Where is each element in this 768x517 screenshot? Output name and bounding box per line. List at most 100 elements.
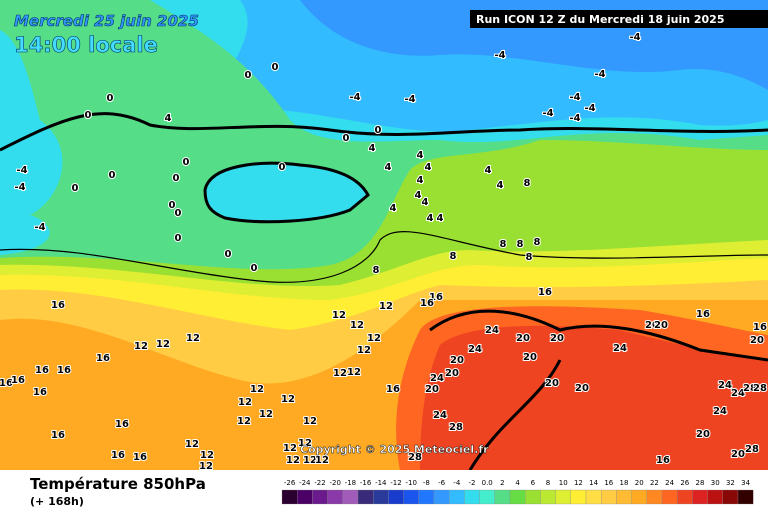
- contour-label: 16: [96, 353, 110, 364]
- contour-label: 16: [538, 287, 552, 298]
- contour-label: 24: [613, 343, 627, 354]
- contour-label: 0: [72, 183, 79, 194]
- contour-label: -4: [349, 92, 360, 103]
- contour-label: 12: [237, 416, 251, 427]
- contour-label: 20: [445, 368, 459, 379]
- contour-label: 20: [654, 320, 668, 331]
- contour-label: 28: [745, 444, 759, 455]
- contour-label: 12: [259, 409, 273, 420]
- contour-label: -4: [404, 94, 415, 105]
- contour-label: 16: [0, 378, 13, 389]
- contour-label: 12: [333, 368, 347, 379]
- colorbar-swatch: [737, 489, 754, 505]
- contour-label: -4: [584, 103, 595, 114]
- coastline: [0, 230, 768, 283]
- contour-label: -4: [594, 69, 605, 80]
- contour-label: 0: [107, 93, 114, 104]
- contour-label: 8: [500, 239, 507, 250]
- contour-label: 12: [200, 450, 214, 461]
- isotherm-20: [429, 309, 768, 471]
- contour-label: 16: [420, 298, 434, 309]
- contour-label: 0: [272, 62, 279, 73]
- contour-label: 24: [718, 380, 732, 391]
- contour-label: 4: [385, 162, 392, 173]
- contour-label: 12: [199, 461, 213, 472]
- contour-label: 4: [485, 165, 492, 176]
- contour-label: 16: [111, 450, 125, 461]
- contour-label: 12: [286, 455, 300, 466]
- colorbar-label: -12: [390, 479, 401, 487]
- contour-label: 0: [375, 125, 382, 136]
- colorbar-label: 2: [500, 479, 504, 487]
- date-label: Mercredi 25 juin 2025: [14, 12, 199, 30]
- contour-label: 4: [437, 213, 444, 224]
- contour-label: 12: [250, 384, 264, 395]
- colorbar-label: 16: [604, 479, 613, 487]
- contour-label: 12: [350, 320, 364, 331]
- colorbar-label: -10: [405, 479, 416, 487]
- colorbar-label: 34: [741, 479, 750, 487]
- contour-label: 0: [169, 200, 176, 211]
- contour-label: 16: [51, 430, 65, 441]
- time-label: 14:00 locale: [14, 33, 158, 57]
- colorbar-swatch: [555, 489, 571, 505]
- colorbar-swatch: [327, 489, 343, 505]
- colorbar-swatch: [661, 489, 678, 505]
- contour-label: 4: [417, 150, 424, 161]
- colorbar-swatch: [312, 489, 328, 505]
- colorbar-swatch: [494, 489, 511, 505]
- contour-label: 12: [238, 397, 252, 408]
- contour-label: 12: [156, 339, 170, 350]
- colorbar-label: 18: [620, 479, 629, 487]
- contour-label: 0: [85, 110, 92, 121]
- cold-pool: [203, 161, 370, 224]
- colorbar-swatch: [646, 489, 663, 505]
- colorbar-label: -22: [314, 479, 325, 487]
- footer-title: Température 850hPa: [30, 475, 206, 493]
- contour-label: 16: [429, 292, 443, 303]
- contour-label: 20: [523, 352, 537, 363]
- colorbar-label: -4: [453, 479, 461, 487]
- colorbar-label: 30: [711, 479, 720, 487]
- colorbar-swatch: [297, 489, 313, 505]
- colorbar: -26 -24 -22 -20 -18 -16 -14 -12 -10 -8 -6 -4 -2 0.0 2 4…: [281, 479, 754, 505]
- copyright: Copyright © 2025 Meteociel.fr: [300, 443, 489, 456]
- contour-label: 20: [550, 333, 564, 344]
- run-box: [470, 10, 768, 28]
- contour-label: 0: [343, 133, 350, 144]
- contour-label: 4: [369, 143, 376, 154]
- contour-label: 0: [109, 170, 116, 181]
- colorbar-swatch: [433, 489, 450, 505]
- contour-label: 20: [450, 355, 464, 366]
- contour-label: 24: [433, 410, 447, 421]
- colorbar-swatch: [403, 489, 419, 505]
- colorbar-swatch: [631, 489, 647, 505]
- contour-label: -4: [569, 92, 580, 103]
- colorbar-label: 26: [680, 479, 689, 487]
- contour-label: 12: [134, 341, 148, 352]
- contour-label: 28: [753, 383, 767, 394]
- colorbar-label: 12: [574, 479, 583, 487]
- colorbar-swatch: [570, 489, 587, 505]
- colorbar-label: 28: [696, 479, 705, 487]
- contour-label: 24: [713, 406, 727, 417]
- contour-label: 12: [357, 345, 371, 356]
- colorbar-swatch: [722, 489, 739, 505]
- contour-label: 0: [175, 208, 182, 219]
- contour-label: 4: [415, 190, 422, 201]
- colorbar-label: -20: [329, 479, 340, 487]
- contour-label: 12: [332, 310, 346, 321]
- contour-label: 16: [696, 309, 710, 320]
- contour-label: 8: [534, 237, 541, 248]
- contour-label: 16: [115, 419, 129, 430]
- contour-label: 8: [524, 178, 531, 189]
- footer-lead: (+ 168h): [30, 495, 84, 508]
- contour-label: 0: [279, 162, 286, 173]
- contour-label: 4: [497, 180, 504, 191]
- colorbar-label: 14: [589, 479, 598, 487]
- colorbar-swatch: [616, 489, 632, 505]
- colorbar-swatch: [449, 489, 465, 505]
- contour-label: -4: [629, 32, 640, 43]
